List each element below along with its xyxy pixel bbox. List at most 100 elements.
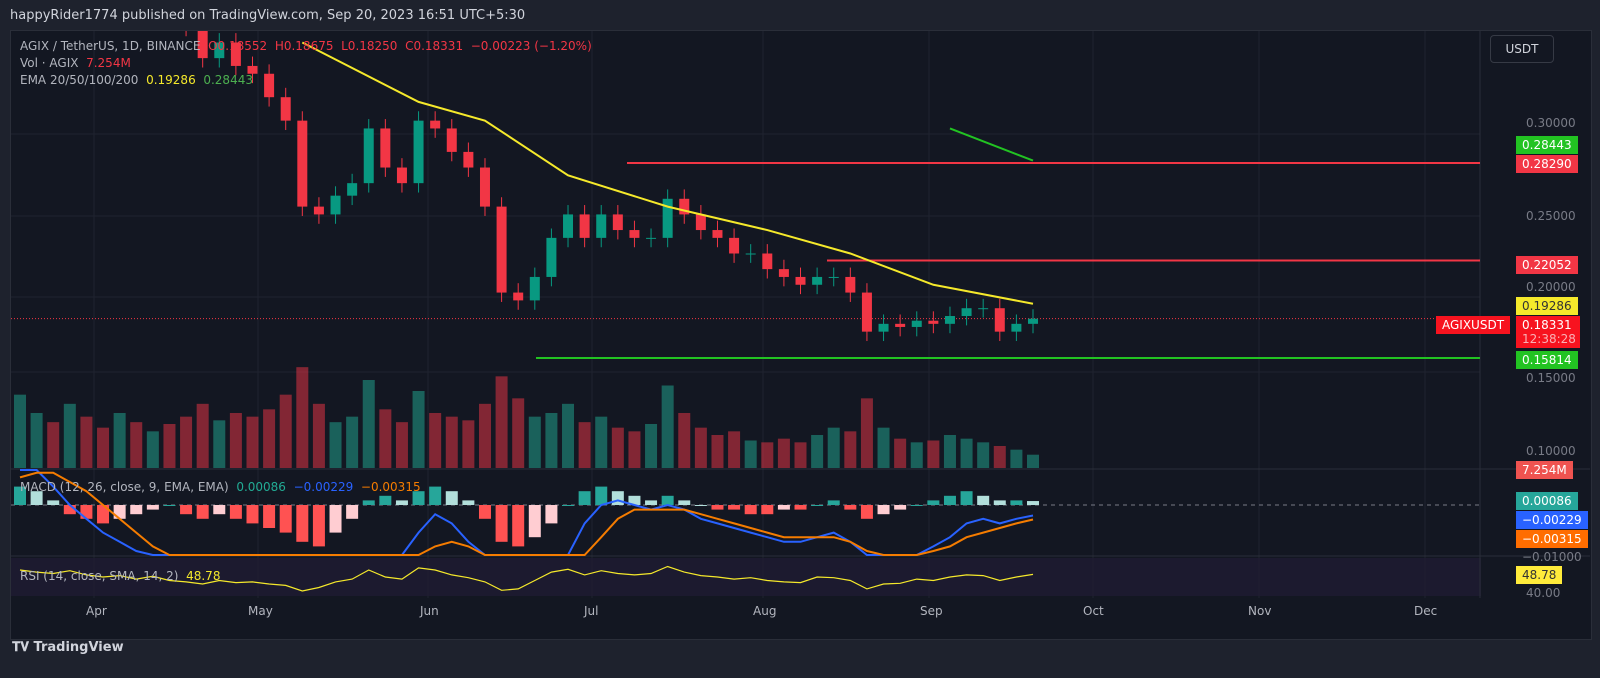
- month-label: Sep: [920, 604, 943, 618]
- candle-body: [712, 230, 723, 238]
- volume-bar: [47, 422, 60, 468]
- ema200-line: [949, 127, 1034, 162]
- macd-signal-tag: −0.00315: [1516, 530, 1588, 548]
- symbol-name[interactable]: AGIX / TetherUS, 1D, BINANCE: [20, 39, 201, 53]
- publisher-header: happyRider1774 published on TradingView.…: [10, 8, 526, 23]
- symbol-legend: AGIX / TetherUS, 1D, BINANCE O0.18552 H0…: [20, 39, 592, 53]
- currency-button[interactable]: USDT: [1490, 35, 1554, 63]
- candle-body: [413, 120, 424, 184]
- volume-bar: [1027, 454, 1039, 468]
- macd-hist-bar: [296, 505, 309, 542]
- volume-bar: [811, 435, 824, 468]
- macd-hist-bar: [860, 505, 873, 519]
- macd-hist-bar: [844, 505, 857, 510]
- chart-frame[interactable]: [10, 30, 1592, 640]
- macd-hist-bar: [213, 505, 226, 515]
- macd-hist-bar: [595, 486, 608, 505]
- candle-body: [214, 42, 225, 59]
- macd-hist-bar: [777, 505, 790, 510]
- price-tick: 0.10000: [1526, 444, 1576, 458]
- macd-hist-bar: [14, 486, 26, 505]
- macd-hist-bar: [196, 505, 209, 519]
- volume-bar: [130, 422, 143, 468]
- candle-body: [529, 276, 540, 301]
- candle-body: [247, 65, 258, 74]
- macd-hist-bar: [163, 505, 176, 506]
- volume-bar: [146, 431, 159, 468]
- macd-hist-bar: [811, 505, 824, 506]
- volume-bar: [1010, 449, 1023, 468]
- volume-bar: [528, 416, 541, 468]
- volume-bar: [645, 424, 658, 468]
- volume-bar: [545, 413, 558, 468]
- macd-hist-bar: [130, 505, 143, 515]
- month-label: May: [248, 604, 273, 618]
- macd-hist-bar: [877, 505, 890, 515]
- macd-line-tag: −0.00229: [1516, 511, 1588, 529]
- volume-bar: [279, 394, 292, 468]
- macd-hist-bar: [113, 505, 126, 519]
- volume-bar: [379, 409, 392, 468]
- volume-bar: [196, 403, 209, 468]
- rsi-band: [11, 558, 1481, 596]
- volume-bar: [229, 413, 242, 468]
- macd-hist-bar: [927, 500, 940, 505]
- ema-label[interactable]: EMA 20/50/100/200: [20, 73, 139, 87]
- candle-body: [695, 214, 706, 231]
- volume-label[interactable]: Vol · AGIX: [20, 56, 79, 70]
- volume-bar: [512, 398, 525, 468]
- macd-label[interactable]: MACD (12, 26, close, 9, EMA, EMA): [20, 480, 229, 494]
- volume-bar: [30, 413, 43, 468]
- candle-body: [895, 323, 906, 327]
- candle-body: [1011, 323, 1022, 332]
- macd-hist-bar: [180, 505, 193, 515]
- macd-hist-bar: [960, 491, 973, 505]
- tradingview-logo[interactable]: 𝐓𝐕 TradingView: [12, 640, 124, 655]
- volume-bar: [827, 427, 840, 468]
- volume-value: 7.254M: [86, 56, 131, 70]
- candle-body: [828, 276, 839, 278]
- volume-bar: [462, 420, 475, 468]
- candle-body: [911, 320, 922, 327]
- candle-body: [1028, 318, 1038, 324]
- candle-body: [994, 308, 1005, 332]
- macd-hist-bar: [146, 505, 159, 510]
- macd-hist-bar: [246, 505, 259, 524]
- ema50-tag: 0.19286: [1516, 297, 1578, 315]
- macd-hist-bar: [977, 495, 990, 505]
- ema50-value: 0.19286: [146, 73, 196, 87]
- volume-bar: [296, 367, 309, 468]
- open-value: O0.18552: [208, 39, 268, 53]
- macd-hist-bar: [362, 500, 375, 505]
- volume-bar: [927, 440, 940, 468]
- ema200-tag: 0.28443: [1516, 136, 1578, 154]
- volume-bar: [312, 403, 325, 468]
- macd-hist-bar: [894, 505, 907, 510]
- macd-line-value: −0.00229: [293, 480, 354, 494]
- volume-legend: Vol · AGIX 7.254M: [20, 56, 131, 70]
- volume-bar: [562, 403, 575, 468]
- candle-body: [430, 120, 441, 129]
- macd-hist-bar: [30, 491, 43, 505]
- rsi-label[interactable]: RSI (14, close, SMA, 14, 2): [20, 569, 179, 583]
- volume-bar: [346, 416, 359, 468]
- candle-body: [330, 195, 341, 215]
- macd-hist-bar: [943, 495, 956, 505]
- candle-body: [297, 120, 308, 207]
- month-label: Aug: [753, 604, 777, 618]
- macd-hist-bar: [645, 500, 658, 505]
- macd-hist-bar: [528, 505, 541, 538]
- macd-hist-value: 0.00086: [236, 480, 286, 494]
- candle-body: [646, 237, 657, 239]
- macd-hist-bar: [1010, 500, 1023, 505]
- candle-body: [446, 128, 457, 152]
- volume-bar: [163, 424, 176, 468]
- macd-hist-bar: [279, 505, 292, 533]
- macd-hist-bar: [678, 500, 691, 505]
- volume-bar: [794, 442, 807, 468]
- macd-signal-line: [19, 471, 1034, 556]
- macd-hist-bar: [512, 505, 525, 547]
- candle-body: [812, 276, 823, 285]
- macd-hist-bar: [495, 505, 508, 542]
